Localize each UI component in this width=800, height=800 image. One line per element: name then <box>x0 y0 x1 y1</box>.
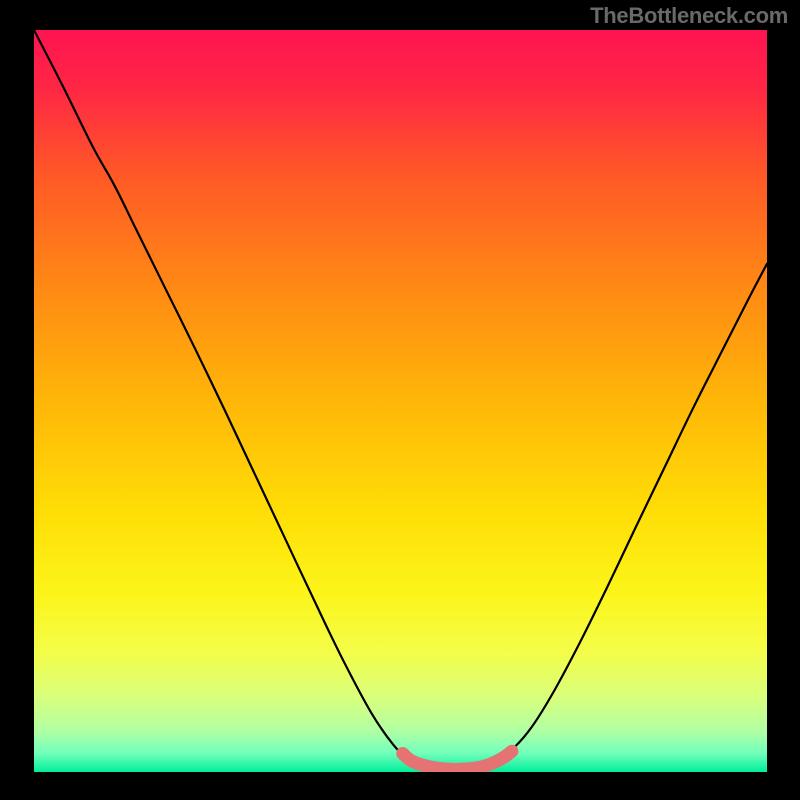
chart-container: TheBottleneck.com <box>0 0 800 800</box>
watermark-text: TheBottleneck.com <box>590 3 788 29</box>
plot-area <box>34 30 767 772</box>
chart-svg <box>34 30 767 772</box>
